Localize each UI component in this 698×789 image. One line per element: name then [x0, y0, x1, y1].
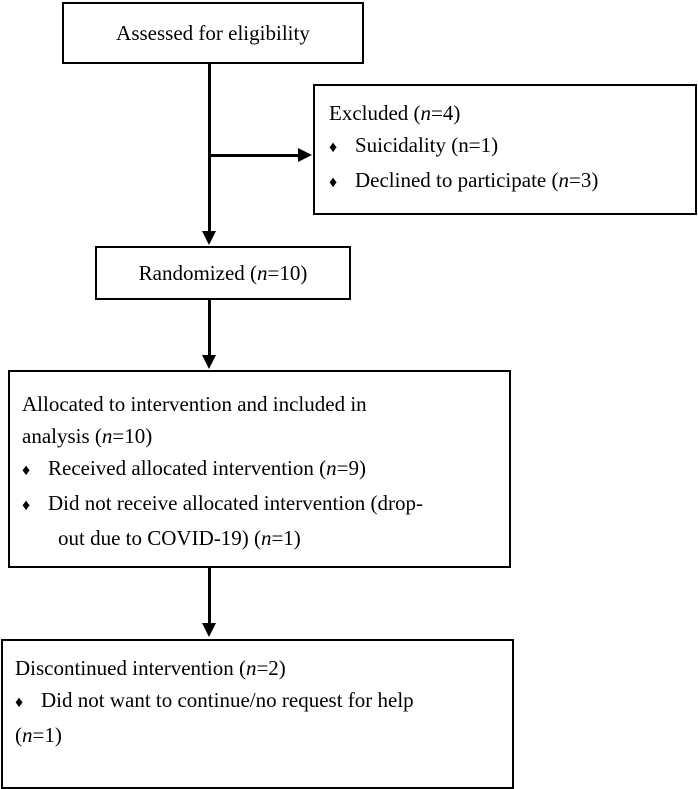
allocated-line1: Allocated to intervention and included i…	[22, 392, 367, 416]
randomized-text: Randomized (n=10)	[138, 261, 308, 285]
discontinued-item-no-request-cont: (n=1)	[15, 723, 62, 747]
assessed-box: Assessed for eligibility	[62, 2, 364, 64]
arrowhead-to-discontinued	[202, 623, 216, 637]
connector-assessed-randomized	[208, 64, 211, 232]
allocated-box: Allocated to intervention and included i…	[8, 370, 511, 568]
excluded-item-declined: ♦ Declined to participate (n=3)	[329, 164, 695, 199]
allocated-item-not-received: ♦ Did not receive allocated intervention …	[22, 487, 509, 522]
diamond-bullet-icon: ♦	[22, 497, 31, 514]
diamond-bullet-icon: ♦	[15, 694, 24, 711]
randomized-box: Randomized (n=10)	[95, 246, 351, 300]
allocated-line2: analysis (n=10)	[22, 424, 153, 448]
arrowhead-to-allocated	[202, 355, 216, 369]
connector-randomized-allocated	[208, 300, 211, 356]
connector-allocated-discontinued	[208, 568, 211, 624]
connector-to-excluded	[209, 154, 299, 157]
discontinued-title: Discontinued intervention (n=2)	[15, 656, 286, 680]
diamond-bullet-icon: ♦	[329, 174, 338, 191]
assessed-text: Assessed for eligibility	[116, 21, 310, 45]
arrowhead-to-randomized	[202, 231, 216, 245]
diamond-bullet-icon: ♦	[329, 139, 338, 156]
excluded-item-suicidality: ♦ Suicidality (n=1)	[329, 129, 695, 164]
allocated-item-not-received-cont: out due to COVID-19) (n=1)	[58, 526, 301, 550]
excluded-box: Excluded (n=4) ♦ Suicidality (n=1) ♦ Decli…	[313, 84, 697, 215]
discontinued-box: Discontinued intervention (n=2) ♦ Did not…	[1, 639, 514, 789]
diamond-bullet-icon: ♦	[22, 462, 31, 479]
discontinued-item-no-request: ♦ Did not want to continue/no request for…	[15, 684, 512, 719]
allocated-item-received: ♦ Received allocated intervention (n=9)	[22, 452, 509, 487]
excluded-title: Excluded (n=4)	[329, 101, 461, 125]
arrowhead-to-excluded	[298, 148, 312, 162]
